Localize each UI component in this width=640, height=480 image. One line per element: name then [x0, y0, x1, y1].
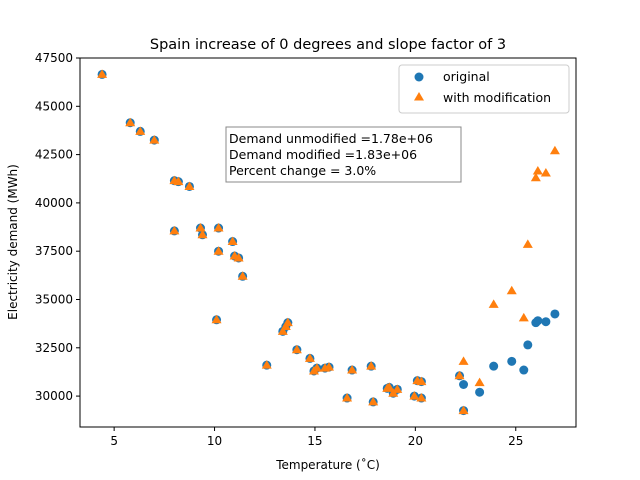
point-modified — [458, 405, 469, 415]
x-tick-label: 5 — [110, 434, 118, 448]
point-modified — [233, 252, 244, 262]
point-modified — [454, 370, 465, 380]
point-modified — [125, 117, 136, 127]
point-modified — [211, 314, 222, 324]
point-modified — [97, 69, 108, 78]
y-tick-label: 35000 — [35, 292, 73, 306]
point-modified — [237, 271, 248, 280]
point-original — [507, 356, 517, 366]
point-modified — [532, 166, 543, 175]
point-original — [541, 317, 551, 327]
annotation-box — [225, 126, 462, 183]
point-modified — [173, 176, 184, 186]
data-points — [97, 69, 560, 416]
point-original — [489, 361, 499, 371]
y-tick-label: 47500 — [35, 51, 73, 65]
x-tick-label: 25 — [508, 434, 523, 448]
point-original — [523, 340, 533, 350]
point-modified — [347, 365, 358, 374]
y-tick-label: 40000 — [35, 196, 73, 210]
point-original — [519, 365, 529, 375]
legend-box — [398, 64, 570, 114]
y-tick-label: 45000 — [35, 99, 73, 113]
x-axis-label: Temperature (˚C) — [275, 457, 380, 472]
point-modified — [169, 225, 180, 235]
legend-label-original: original — [443, 69, 490, 84]
point-modified — [149, 135, 160, 144]
legend-label-modified: with modification — [443, 90, 551, 105]
point-modified — [368, 396, 379, 406]
point-modified — [184, 181, 195, 190]
point-modified — [506, 285, 517, 295]
point-modified — [549, 145, 560, 155]
point-modified — [522, 239, 533, 248]
x-tick-label: 15 — [307, 434, 322, 448]
point-modified — [213, 223, 224, 232]
y-tick-label: 32500 — [35, 341, 73, 355]
point-modified — [277, 326, 288, 335]
point-modified — [540, 167, 551, 177]
chart-title: Spain increase of 0 degrees and slope fa… — [150, 37, 506, 53]
point-modified — [530, 172, 541, 182]
point-modified — [392, 384, 403, 393]
point-modified — [261, 360, 272, 369]
point-modified — [311, 363, 322, 372]
point-modified — [213, 246, 224, 255]
y-tick-label: 30000 — [35, 389, 73, 403]
point-modified — [518, 312, 529, 322]
legend-marker-modified — [414, 92, 424, 101]
legend: original with modification — [398, 64, 570, 114]
point-modified — [416, 376, 427, 386]
point-modified — [197, 229, 208, 239]
point-modified — [474, 377, 485, 387]
x-axis: 5 10 15 20 25 — [110, 427, 523, 448]
point-modified — [135, 126, 146, 135]
stats-annotation: Demand unmodified =1.78e+06 Demand modif… — [225, 126, 462, 183]
legend-marker-original — [414, 72, 424, 82]
point-modified — [324, 362, 335, 371]
point-original — [550, 309, 560, 319]
point-original — [475, 387, 485, 397]
point-modified — [195, 223, 206, 232]
annotation-line-modified: Demand modified =1.83e+06 — [229, 147, 417, 162]
annotation-line-unmodified: Demand unmodified =1.78e+06 — [229, 131, 433, 146]
x-tick-label: 20 — [408, 434, 423, 448]
point-modified — [291, 344, 302, 354]
point-original — [533, 316, 543, 326]
point-modified — [342, 393, 353, 402]
x-tick-label: 10 — [207, 434, 222, 448]
annotation-line-percent: Percent change = 3.0% — [229, 163, 376, 178]
y-tick-label: 42500 — [35, 148, 73, 162]
point-modified — [416, 393, 427, 402]
point-modified — [409, 391, 420, 400]
point-original — [459, 379, 469, 389]
y-tick-label: 37500 — [35, 244, 73, 258]
point-modified — [227, 236, 238, 246]
point-modified — [282, 317, 293, 327]
point-modified — [488, 299, 499, 308]
y-axis: 30000 32500 35000 37500 40000 42500 45000 47500 — [35, 51, 80, 403]
point-modified — [384, 382, 395, 391]
point-modified — [458, 356, 469, 365]
point-modified — [366, 361, 377, 370]
y-axis-label: Electricity demand (MWh) — [6, 164, 20, 320]
point-modified — [304, 353, 315, 362]
